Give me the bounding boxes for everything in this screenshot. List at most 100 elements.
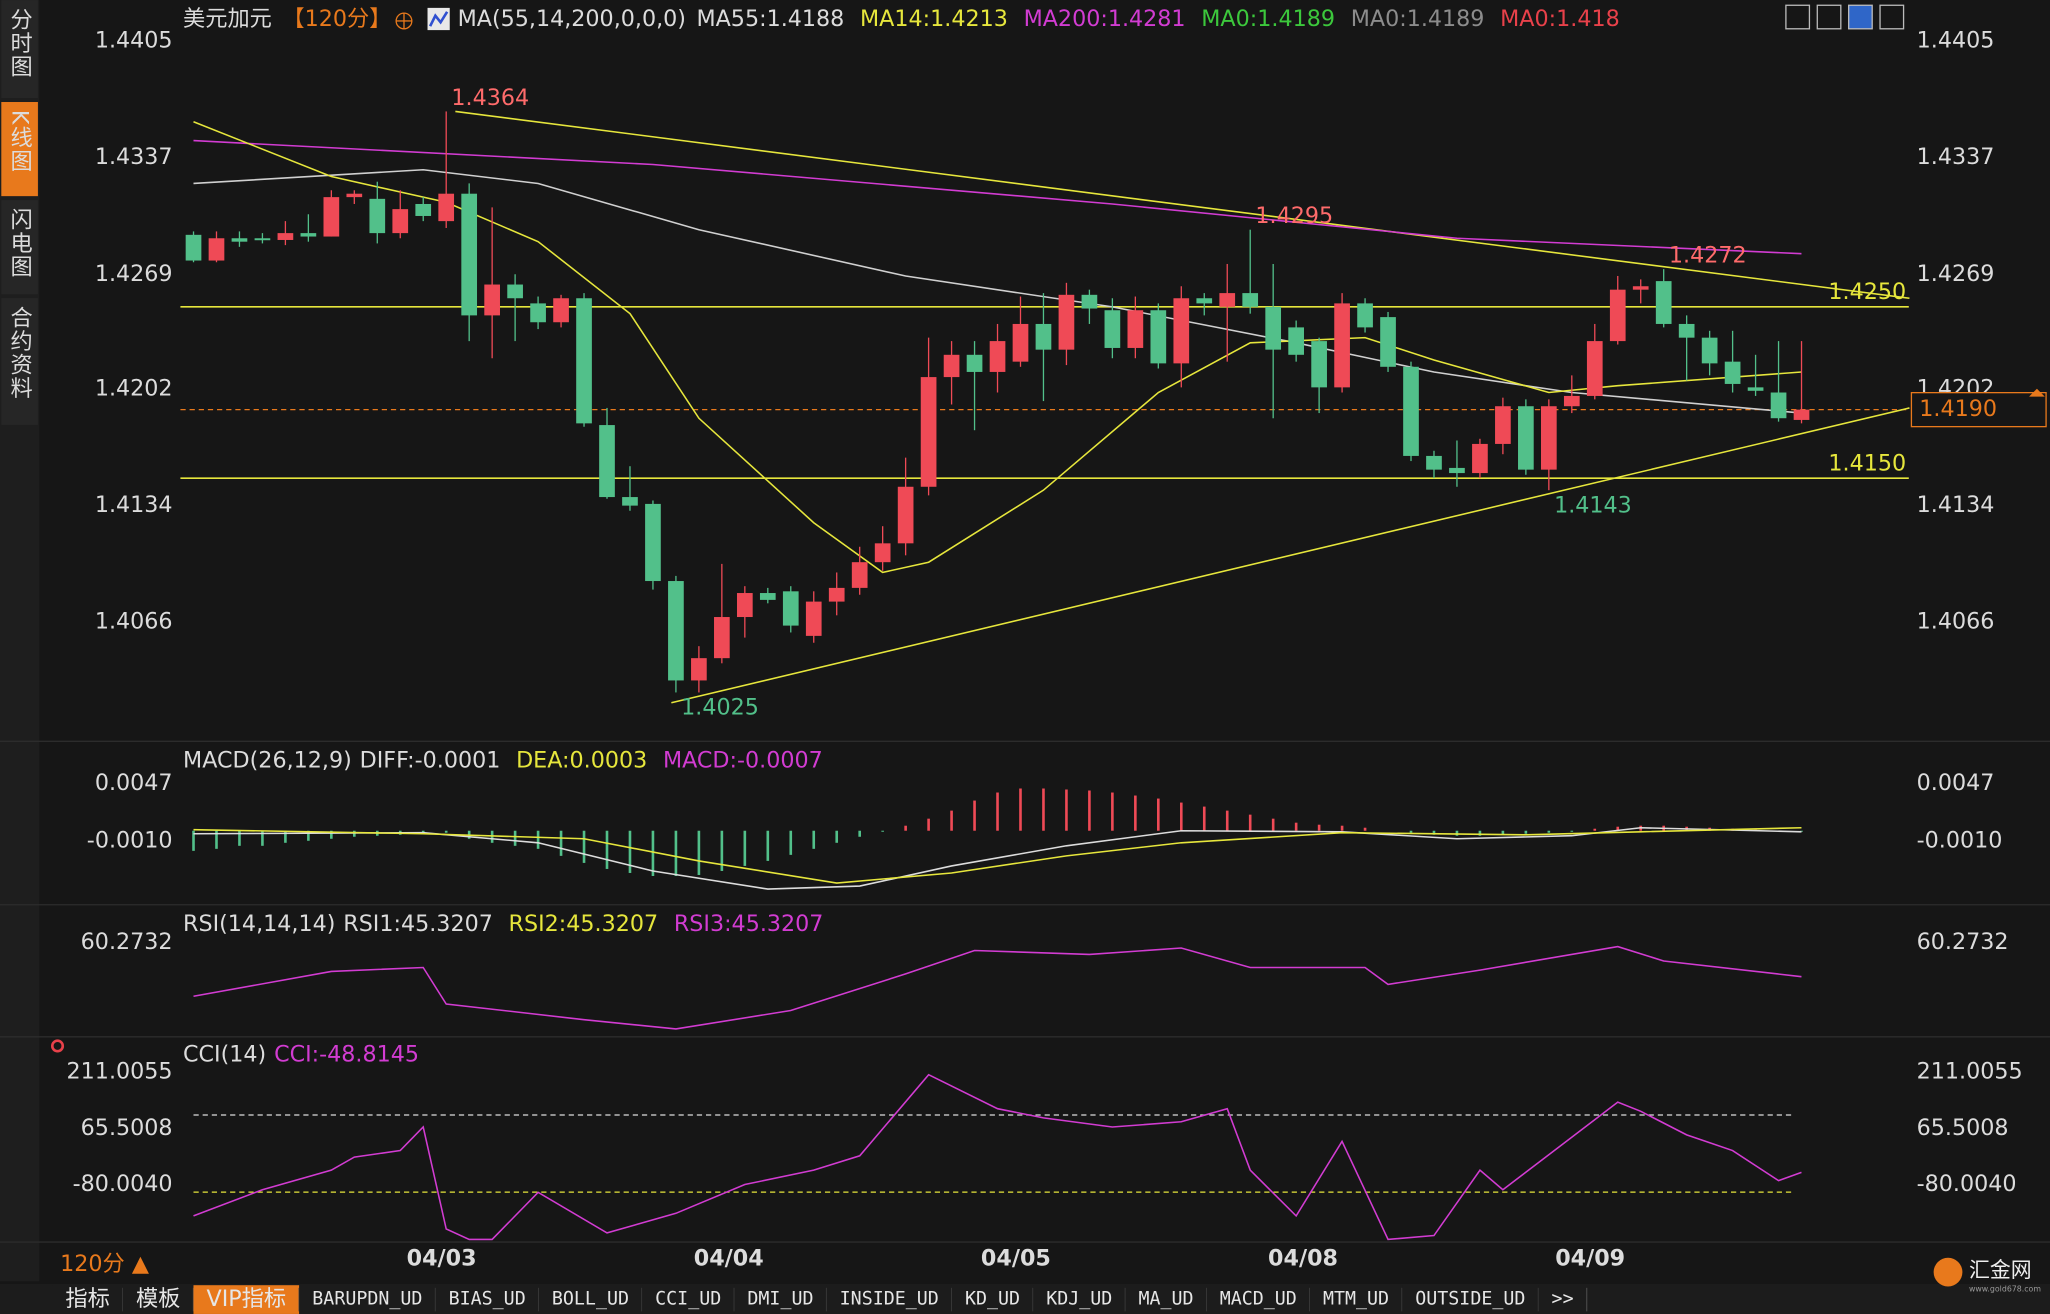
candle-body [645,503,661,582]
bottom-tab-label: BARUPDN_UD [312,1289,422,1310]
y-tick-label-right: 1.4405 [1917,28,1995,54]
bottom-tab[interactable]: CCI_UD [642,1285,735,1314]
candle-body [759,593,776,600]
bottom-tab-bg [52,1285,123,1314]
bottom-tab[interactable]: INSIDE_UD [826,1285,953,1314]
y-tick-label-right: 60.2732 [1917,929,2009,955]
legend-entry: RSI2:45.3207 [509,911,659,937]
candle-body [599,425,615,498]
bottom-tab-bg [435,1285,539,1314]
ma-line [193,121,1802,574]
bottom-tab[interactable]: VIP指标 [193,1285,300,1314]
side-tab-label: 分时图 [7,7,33,78]
bottom-tab[interactable]: KD_UD [951,1285,1034,1314]
bottom-tab[interactable]: DMI_UD [734,1285,828,1314]
candle-body [1173,298,1190,364]
legend-entry: MACD:-0.0007 [663,747,823,773]
bottom-tab[interactable]: >> [1538,1285,1588,1314]
legend-entry: DIFF:-0.0001 [360,747,501,773]
bottom-tab[interactable]: BIAS_UD [435,1285,540,1314]
bottom-tab-bg [193,1285,300,1314]
candle-body [1701,337,1718,364]
y-tick-label: 1.4066 [95,609,173,635]
candle-body [1242,293,1259,307]
bottom-tab[interactable]: MA_UD [1125,1285,1208,1314]
tool-icon[interactable] [1785,4,1811,30]
candle-body [1150,310,1167,364]
candle-body [1081,294,1098,309]
price-annotation: 1.4272 [1669,243,1747,269]
ma-line [193,139,1802,255]
price-annotation: 1.4295 [1255,203,1333,229]
bottom-tab-bg [826,1285,952,1314]
candle-body [1012,323,1029,362]
tool-icon[interactable] [1848,4,1873,30]
bottom-tab-bg [1538,1285,1587,1314]
candle-body [966,354,983,372]
logo-url: www.gold678.com [1969,1285,2041,1294]
candle-body [1311,341,1327,388]
bottom-tab[interactable]: MACD_UD [1206,1285,1311,1314]
candle-body [1793,409,1810,420]
bottom-tab-label: >> [1552,1289,1574,1310]
side-tab[interactable] [1,298,38,425]
bottom-tab-label: DMI_UD [747,1289,813,1310]
bottom-tab-bg [1402,1285,1539,1314]
side-tab[interactable] [1,102,38,197]
y-tick-label-right: 65.5008 [1917,1115,2009,1141]
side-tab[interactable] [1,200,38,295]
logo-text: 汇金网 [1969,1258,2032,1282]
bottom-tab-label: OUTSIDE_UD [1415,1289,1525,1310]
bottom-tab-bg [951,1285,1034,1314]
bottom-tab[interactable]: 指标 [52,1285,124,1314]
candle-body [438,193,455,222]
candle-body [323,197,340,237]
period-selector[interactable]: 120分 ▲ [60,1251,150,1277]
candle-body [1265,306,1282,350]
y-tick-label-right: -80.0040 [1917,1171,2017,1197]
bottom-tab[interactable]: OUTSIDE_UD [1402,1285,1540,1314]
macd-line [193,826,1802,884]
tool-icon[interactable] [1816,4,1842,30]
bottom-tab[interactable]: MTM_UD [1309,1285,1403,1314]
toolbar [1785,4,1905,30]
candle-body [1770,392,1787,419]
bottom-tab[interactable]: BOLL_UD [538,1285,643,1314]
y-tick-label-right: 1.4134 [1917,492,1995,518]
macd-line [193,826,1802,890]
bottom-tab[interactable]: KDJ_UD [1033,1285,1127,1314]
price-annotation: 1.4025 [681,695,759,721]
bottom-tab-bg [122,1285,194,1314]
legend-entry: MA0:1.418 [1500,6,1620,32]
candle-body [185,234,202,261]
candle-body [277,233,294,240]
candle-body [576,298,592,424]
panel-title: MACD(26,12,9) [183,747,352,773]
bottom-tab[interactable]: BARUPDN_UD [299,1285,437,1314]
candle-body [1357,303,1373,328]
x-tick-label: 04/09 [1555,1246,1625,1272]
candle-body [415,203,432,216]
bottom-tab-label: BIAS_UD [449,1289,526,1310]
bottom-tab-label: BOLL_UD [552,1289,629,1310]
y-tick-label: 1.4405 [95,28,173,54]
tool-icon[interactable] [1879,4,1905,30]
price-annotation: 1.4364 [451,85,529,111]
bottom-tab-label: KD_UD [965,1289,1020,1310]
bottom-tab-bg [1125,1285,1207,1314]
candle-body [1334,303,1350,388]
candle-body [1518,406,1534,470]
candle-body [1495,406,1511,444]
bottom-tab[interactable]: 模板 [122,1285,195,1314]
candle-body [254,238,271,241]
side-tab[interactable] [1,0,38,99]
bottom-tab-label: 指标 [65,1286,109,1312]
legend-entry: DEA:0.0003 [516,747,647,773]
candle-body [461,193,478,316]
bottom-tab-bg [642,1285,735,1314]
y-tick-label: 1.4337 [95,144,173,170]
side-tab-label: 闪电图 [7,207,33,278]
indicator-icon [428,11,449,27]
candle-body [1472,443,1488,474]
bottom-tab-label: 模板 [136,1286,180,1312]
